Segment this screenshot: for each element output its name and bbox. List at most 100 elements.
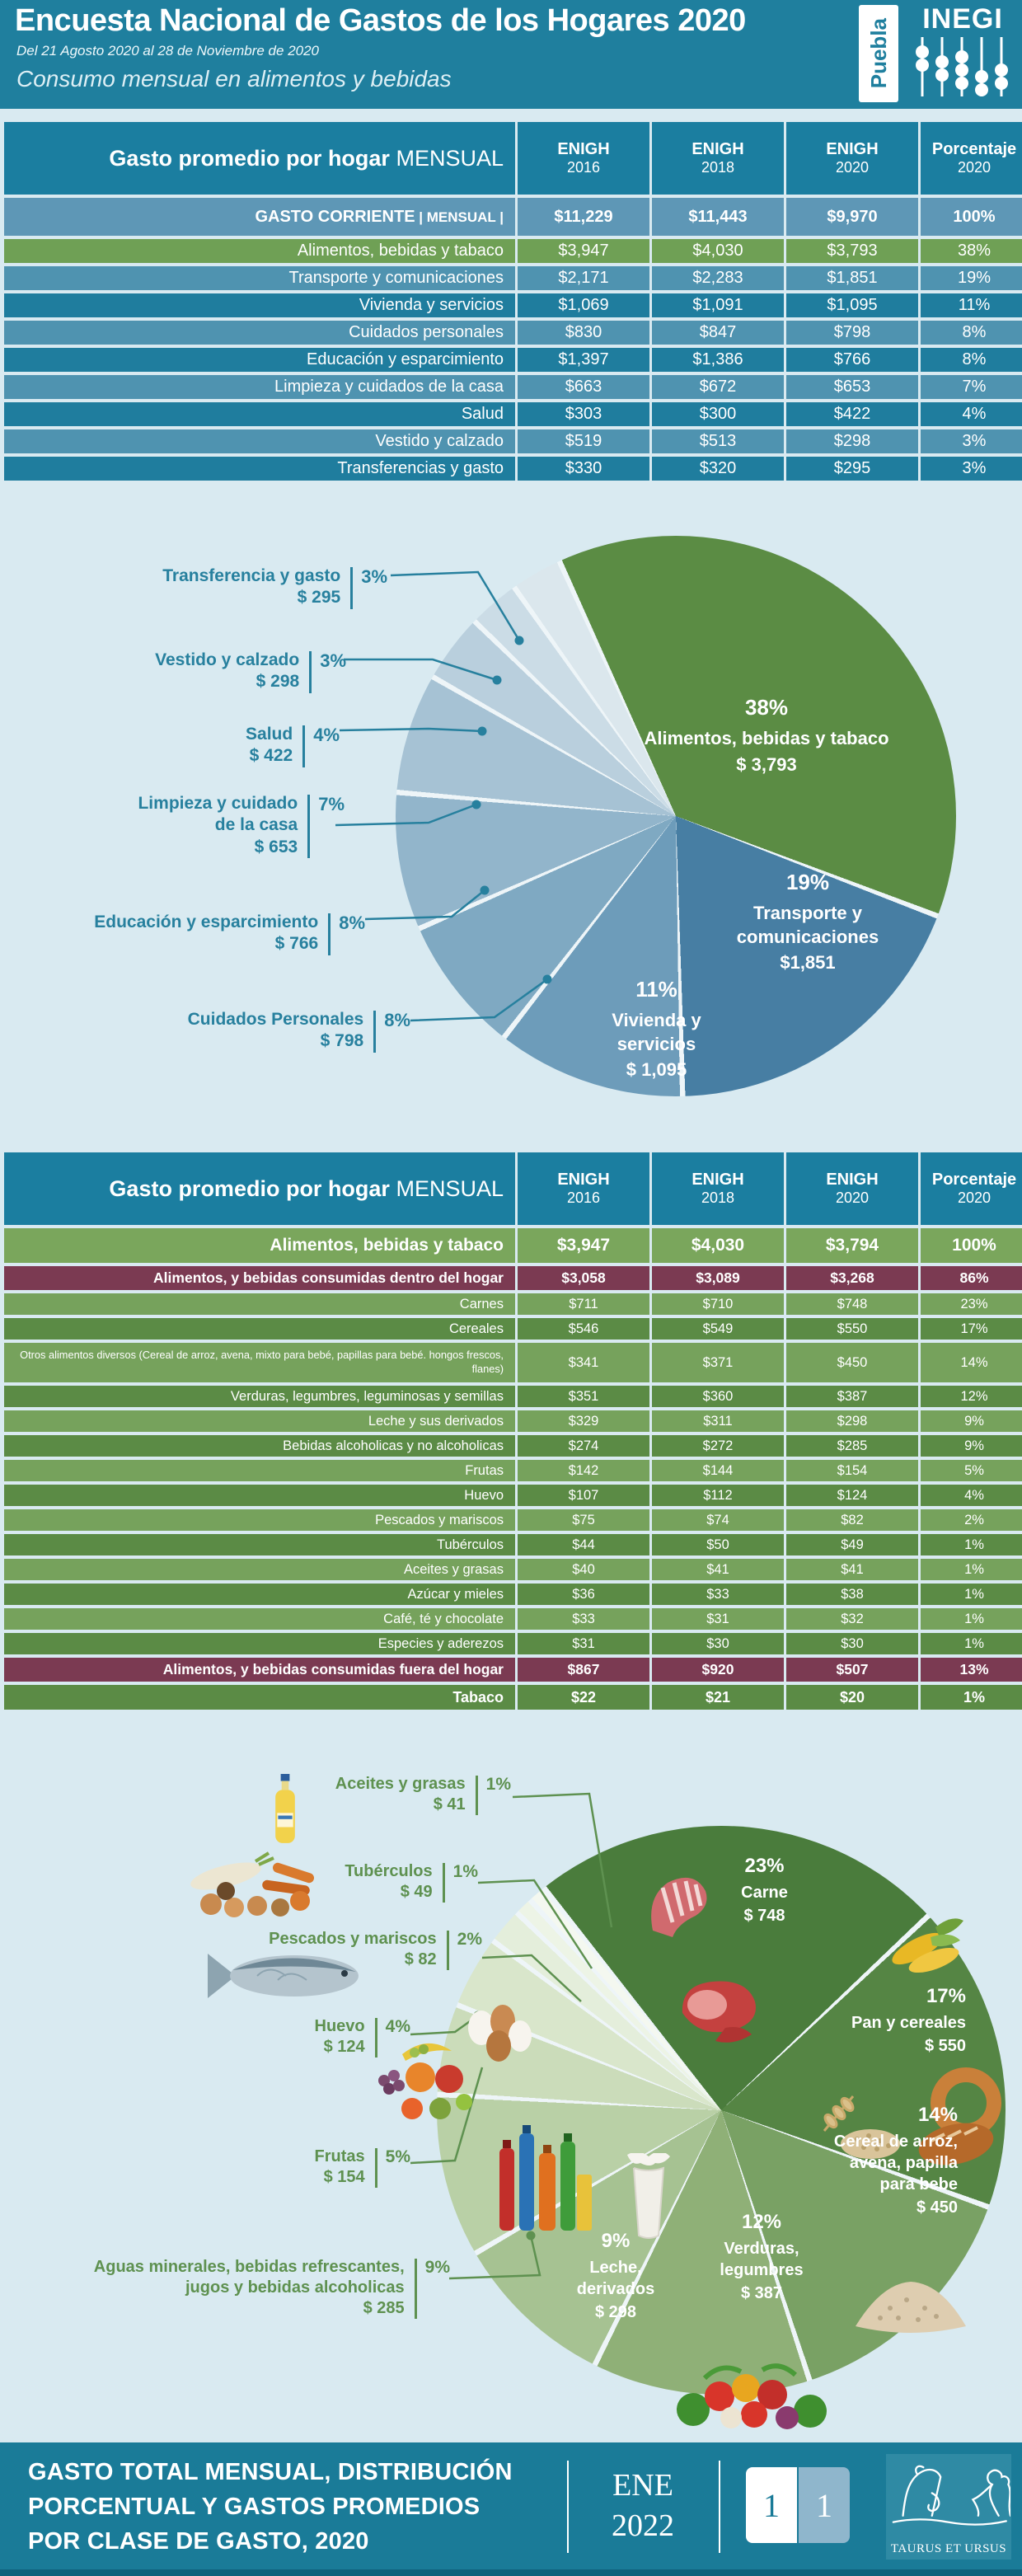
row-value: $32: [786, 1608, 918, 1630]
meat-cut-image: [682, 1981, 756, 2043]
row-label: Café, té y chocolate: [4, 1608, 515, 1630]
callout-tick: [374, 2148, 377, 2188]
row-label: Verduras, legumbres, leguminosas y semil…: [4, 1386, 515, 1407]
pie-callout-label: Frutas $ 154 5%: [270, 2147, 410, 2188]
row-value: $798: [786, 321, 918, 345]
category-name: de la casa: [214, 815, 298, 835]
pie-callout-label: Aceites y grasas $ 41 1%: [298, 1774, 511, 1815]
slice-name: legumbres: [720, 2261, 804, 2279]
table-row: Alimentos, bebidas y tabaco $3,947 $4,030 $…: [4, 1228, 1022, 1263]
row-value: 86%: [921, 1266, 1022, 1290]
footer-title-line: PORCENTUAL Y GASTOS PROMEDIOS: [28, 2493, 481, 2520]
footer-title: GASTO TOTAL MENSUAL, DISTRIBUCIÓN PORCENT…: [28, 2456, 513, 2559]
category-amount: $ 82: [404, 1950, 437, 1968]
row-value: 13%: [921, 1658, 1022, 1682]
category-name: Aceites y grasas: [335, 1775, 466, 1793]
row-value: $341: [518, 1343, 649, 1382]
category-percent: 4%: [385, 2017, 410, 2036]
total-row-label: GASTO CORRIENTE | MENSUAL |: [4, 198, 515, 236]
category-amount: $ 285: [363, 2299, 405, 2317]
row-value: $519: [518, 429, 649, 453]
row-value: $3,268: [786, 1266, 918, 1290]
row-value: $311: [652, 1410, 784, 1432]
row-value: $22: [518, 1685, 649, 1710]
row-value: $75: [518, 1509, 649, 1531]
slice-amount: $ 3,793: [736, 753, 797, 775]
category-name: Frutas: [314, 2147, 365, 2165]
page-subtitle: Consumo mensual en alimentos y bebidas: [16, 66, 452, 91]
slice-percent: 17%: [926, 1985, 966, 2007]
slice-name: derivados: [576, 2280, 655, 2298]
row-value: $4,030: [652, 1228, 784, 1263]
category-percent: 8%: [384, 1010, 410, 1030]
column-header: ENIGH 2016: [518, 122, 649, 195]
row-label: Alimentos, y bebidas consumidas fuera de…: [4, 1658, 515, 1682]
row-label: Vivienda y servicios: [4, 293, 515, 317]
slice-percent: 23%: [744, 1855, 785, 1877]
category-amount: $ 41: [433, 1795, 466, 1814]
table-row: Transferencias y gasto $330 $320 $295 3%: [4, 457, 1022, 481]
slice-name: avena, papilla: [849, 2154, 958, 2172]
slice-percent: 9%: [601, 2230, 631, 2252]
row-value: $49: [786, 1534, 918, 1555]
fish-image: [208, 1954, 359, 1998]
total-value: $11,443: [652, 198, 784, 236]
row-value: $300: [652, 402, 784, 426]
bull-icon: [902, 2468, 942, 2517]
page-indicator: 1 1: [746, 2467, 850, 2543]
category-amount: $ 124: [323, 2038, 365, 2056]
pie-slice-label: 12% Verduras, legumbres $ 387: [705, 2211, 818, 2303]
category-name: Cuidados Personales: [187, 1010, 364, 1029]
row-value: $710: [652, 1293, 784, 1315]
table-row: Transporte y comunicaciones $2,171 $2,283 $…: [4, 266, 1022, 290]
slice-name: servicios: [616, 1033, 696, 1054]
inegi-abacus-icon: [916, 37, 1008, 96]
taurus-ursus-logo: TAURUS ET URSUS: [886, 2454, 1012, 2560]
callout-tick: [373, 1011, 377, 1053]
row-value: $82: [786, 1509, 918, 1531]
slice-amount: $ 387: [740, 2284, 783, 2302]
row-value: $107: [518, 1485, 649, 1506]
row-value: 3%: [921, 429, 1022, 453]
table-row: Tubérculos $44 $50 $49 1%: [4, 1534, 1022, 1555]
row-value: $711: [518, 1293, 649, 1315]
slice-amount: $1,851: [780, 952, 836, 974]
table-title: Gasto promedio por hogar MENSUAL: [4, 122, 515, 195]
slice-name: comunicaciones: [736, 926, 879, 947]
row-label: Carnes: [4, 1293, 515, 1315]
row-value: $920: [652, 1658, 784, 1682]
row-value: $41: [652, 1559, 784, 1580]
row-value: $3,089: [652, 1266, 784, 1290]
category-name: Educación y esparcimiento: [94, 913, 319, 931]
category-amount: $ 798: [320, 1031, 364, 1051]
inegi-logo: INEGI: [903, 0, 1022, 109]
table-row: Frutas $142 $144 $154 5%: [4, 1460, 1022, 1481]
slice-amount: $ 748: [743, 1907, 785, 1925]
slice-name: Leche,: [589, 2259, 642, 2277]
row-value: $1,095: [786, 293, 918, 317]
row-value: $124: [786, 1485, 918, 1506]
row-value: $154: [786, 1460, 918, 1481]
callout-tick: [309, 651, 312, 693]
table-row: Leche y sus derivados $329 $311 $298 9%: [4, 1410, 1022, 1432]
table-row: Bebidas alcoholicas y no alcoholicas $274…: [4, 1435, 1022, 1457]
row-label: Alimentos, bebidas y tabaco: [4, 239, 515, 263]
table-row: Especies y aderezos $31 $30 $30 1%: [4, 1633, 1022, 1654]
category-amount: $ 422: [249, 746, 293, 766]
row-value: 8%: [921, 348, 1022, 372]
beverage-bottles-image: [499, 2125, 592, 2231]
row-label: Cereales: [4, 1318, 515, 1340]
row-value: $549: [652, 1318, 784, 1340]
category-amount: $ 49: [400, 1883, 433, 1901]
row-label: Limpieza y cuidados de la casa: [4, 375, 515, 399]
row-label: Cuidados personales: [4, 321, 515, 345]
slice-name: Transporte y: [752, 903, 863, 923]
row-label: Huevo: [4, 1485, 515, 1506]
category-percent: 2%: [457, 1930, 482, 1949]
row-value: $1,091: [652, 293, 784, 317]
table-row: Huevo $107 $112 $124 4%: [4, 1485, 1022, 1506]
row-label: Azúcar y mieles: [4, 1584, 515, 1605]
category-percent: 1%: [485, 1775, 511, 1794]
footer-divider: [719, 2461, 720, 2553]
table-row: Café, té y chocolate $33 $31 $32 1%: [4, 1608, 1022, 1630]
